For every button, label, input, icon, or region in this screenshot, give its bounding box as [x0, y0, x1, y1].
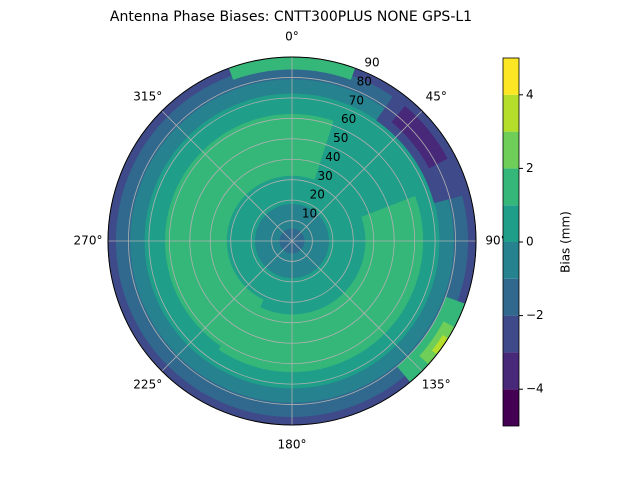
r-tick-label: 70	[349, 93, 364, 107]
theta-tick-label: 90°	[485, 234, 506, 248]
colorbar-segment	[503, 131, 519, 169]
theta-grid-line	[291, 240, 423, 372]
polar-frame	[107, 56, 477, 426]
colorbar-tick-label: −4	[526, 382, 544, 396]
contour-region	[391, 105, 448, 169]
r-tick-label: 80	[357, 74, 372, 88]
colorbar-tick-label: 4	[526, 87, 534, 101]
theta-tick-label: 135°	[422, 378, 451, 392]
theta-tick-label: 0°	[285, 30, 299, 44]
theta-tick-label: 225°	[133, 378, 162, 392]
colorbar-segment	[503, 205, 519, 242]
r-tick-label: 60	[341, 112, 356, 126]
colorbar-segment	[503, 389, 519, 426]
colorbar-tick-label: −2	[526, 308, 544, 322]
contour-region	[218, 195, 424, 373]
theta-grid-line	[161, 110, 293, 242]
theta-grid-line	[291, 110, 423, 242]
r-tick-label: 90	[364, 56, 379, 70]
colorbar-segment	[503, 352, 519, 390]
colorbar-tick-label: 0	[526, 235, 534, 249]
colorbar-segment	[503, 168, 519, 206]
chart-title: Antenna Phase Biases: CNTT300PLUS NONE G…	[110, 9, 472, 25]
theta-tick-label: 45°	[426, 89, 447, 103]
r-tick-label: 40	[325, 150, 340, 164]
r-tick-label: 30	[317, 169, 332, 183]
theta-grid-line	[161, 240, 293, 372]
colorbar-segment	[503, 315, 519, 353]
theta-tick-label: 315°	[133, 89, 162, 103]
r-tick-label: 10	[302, 207, 317, 221]
r-tick-label: 50	[333, 131, 348, 145]
theta-tick-label: 270°	[74, 234, 103, 248]
colorbar-segment	[503, 242, 519, 279]
colorbar-label: Bias (mm)	[559, 211, 573, 273]
colorbar-segment	[503, 94, 519, 132]
r-tick-label: 20	[310, 188, 325, 202]
colorbar-segment	[503, 58, 519, 95]
contour-region	[165, 114, 334, 357]
colorbar-tick-label: 2	[526, 161, 534, 175]
colorbar-segment	[503, 278, 519, 316]
theta-tick-label: 180°	[278, 438, 307, 452]
